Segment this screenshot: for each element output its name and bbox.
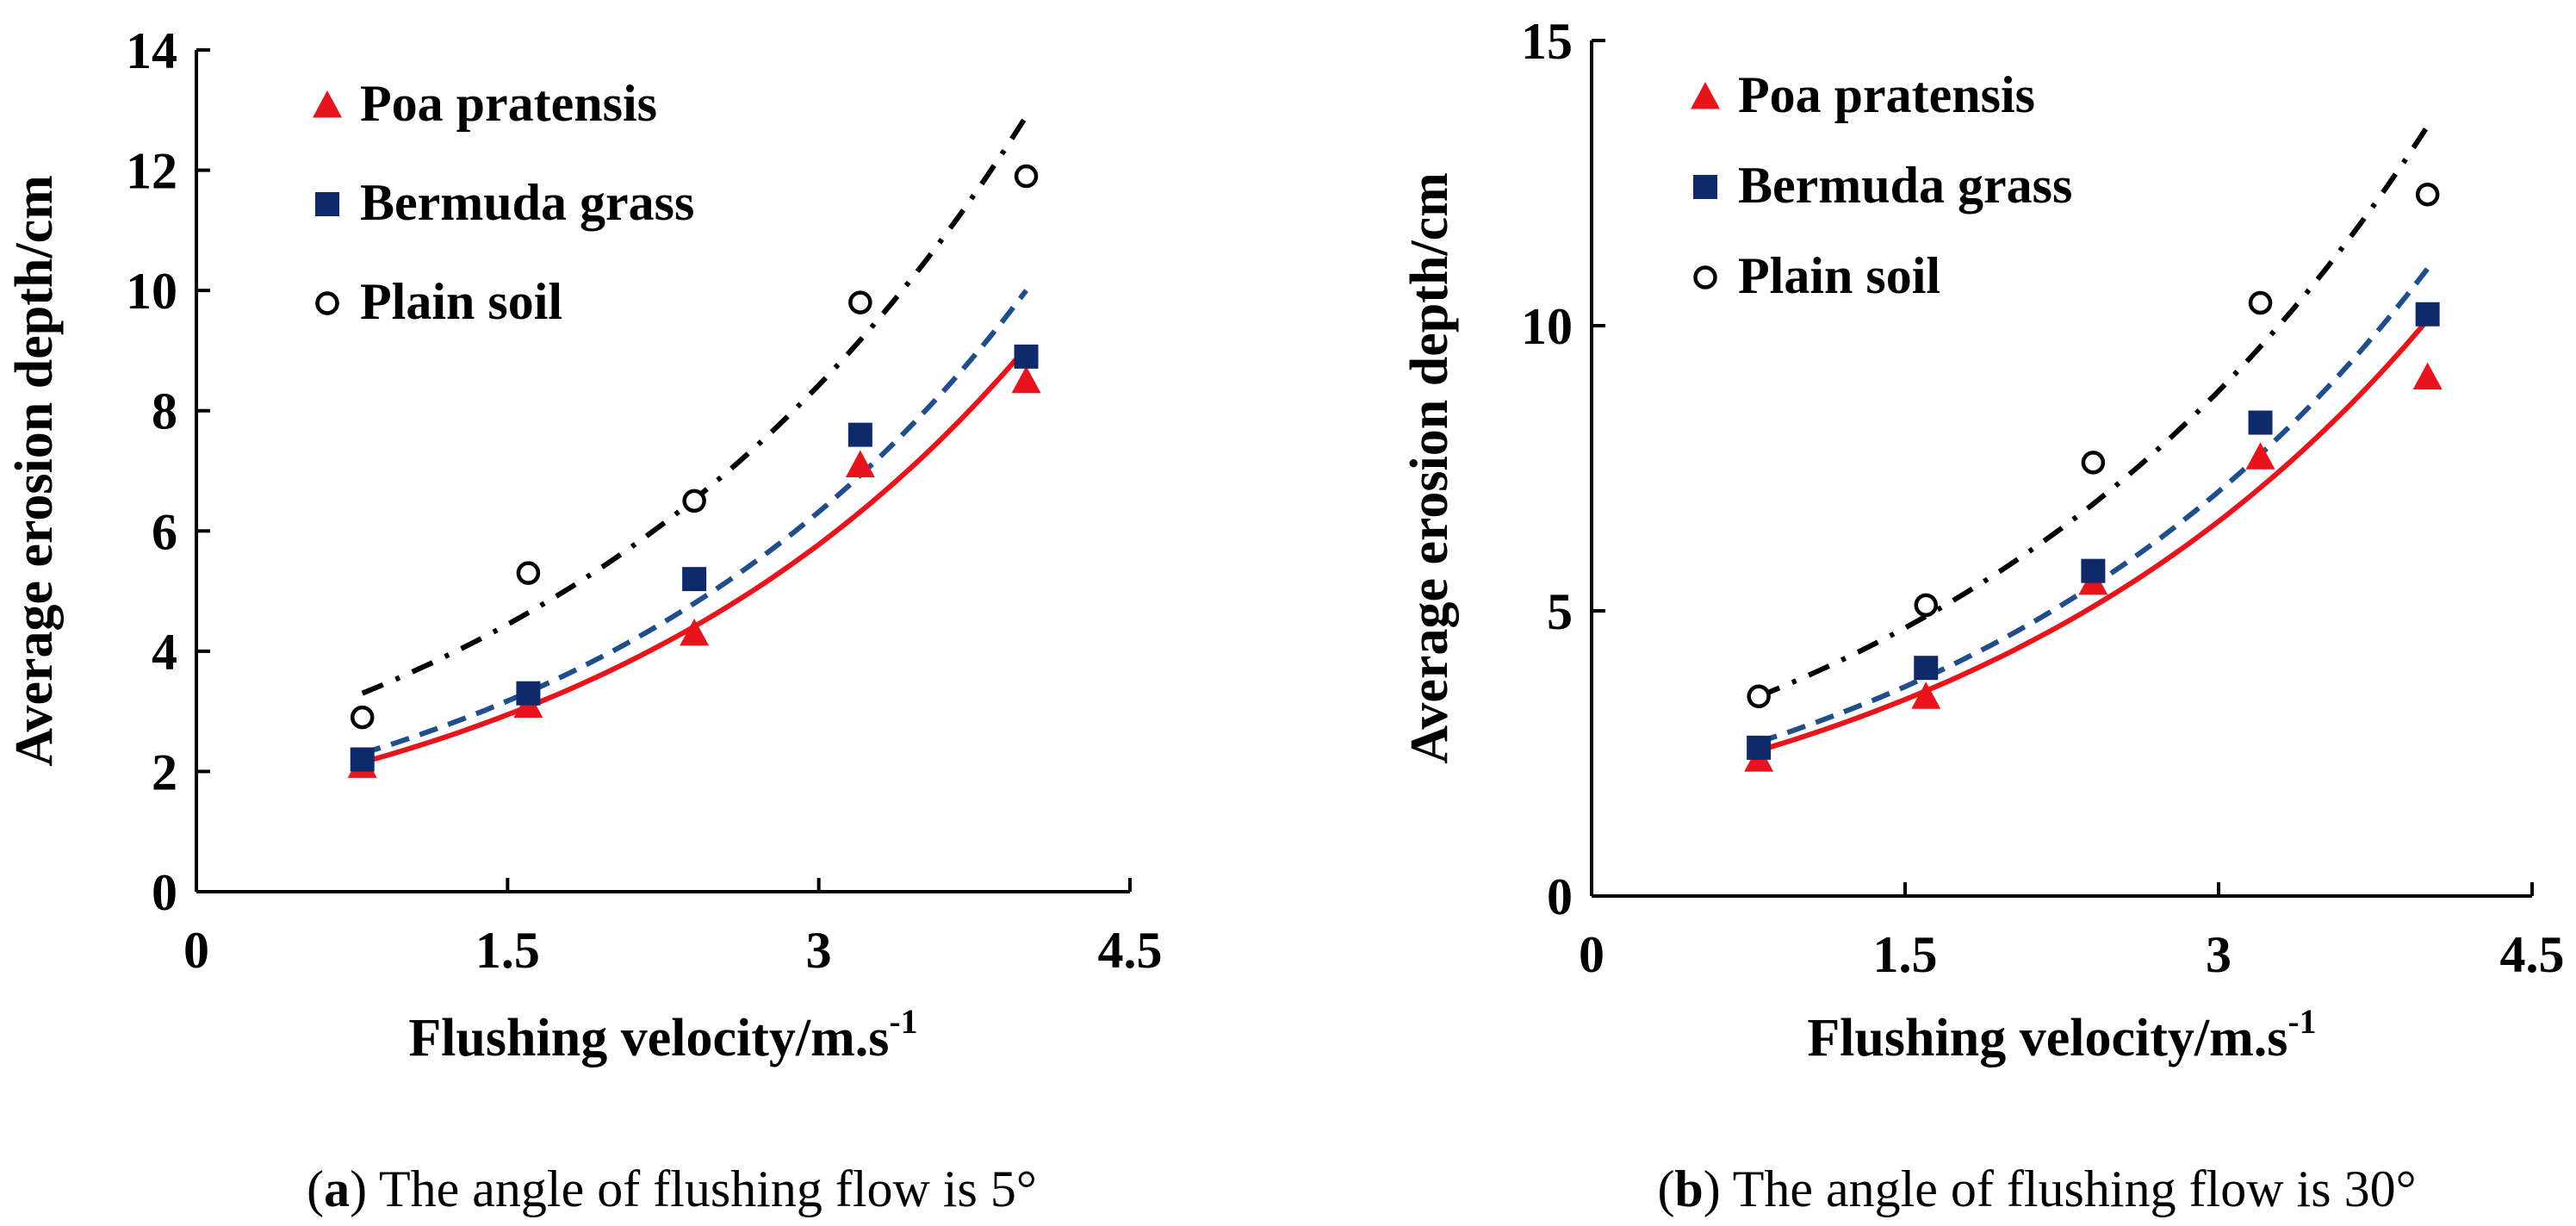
legend-label-poa-pratensis-b: Poa pratensis — [1738, 66, 2035, 123]
y-tick-label-b-1: 5 — [1547, 583, 1573, 640]
trendline-bermuda-grass-a — [361, 289, 1028, 756]
point-poa-pratensis-a-2 — [680, 618, 710, 646]
point-bermuda-grass-a-4 — [1014, 344, 1039, 369]
legend-marker-plain-soil-a — [315, 291, 339, 315]
y-tick-label-a-1: 2 — [152, 744, 177, 800]
trendline-poa-pratensis-b — [1758, 318, 2430, 754]
legend-marker-plain-soil-b — [1693, 265, 1717, 289]
y-tick-label-a-4: 8 — [152, 383, 177, 440]
y-axis-title-b: Average erosion depth/cm — [1400, 172, 1459, 763]
point-plain-soil-a-0 — [350, 705, 375, 730]
point-poa-pratensis-b-3 — [2245, 442, 2275, 470]
legend-label-plain-soil-b: Plain soil — [1738, 247, 1940, 304]
x-tick-label-b-3: 4.5 — [2500, 926, 2565, 983]
point-bermuda-grass-b-0 — [1747, 735, 1772, 760]
x-tick-label-a-1: 1.5 — [475, 922, 540, 979]
legend-label-poa-pratensis-a: Poa pratensis — [360, 75, 657, 132]
point-poa-pratensis-a-3 — [845, 450, 875, 477]
legend-label-bermuda-grass-b: Bermuda grass — [1738, 157, 2072, 214]
y-axis-title-a: Average erosion depth/cm — [5, 175, 64, 766]
x-tick-label-b-1: 1.5 — [1873, 926, 1938, 983]
y-tick-label-b-2: 10 — [1521, 298, 1573, 355]
point-bermuda-grass-a-2 — [682, 567, 707, 592]
point-poa-pratensis-b-4 — [2412, 362, 2443, 390]
point-plain-soil-b-2 — [2081, 451, 2106, 475]
x-axis-title-text-b: Flushing velocity/m.s — [1807, 1009, 2287, 1067]
point-plain-soil-a-1 — [516, 561, 541, 585]
y-tick-label-b-0: 0 — [1547, 868, 1573, 925]
caption-b-letter: b — [1674, 1161, 1703, 1217]
point-bermuda-grass-a-0 — [350, 747, 375, 772]
point-plain-soil-a-4 — [1014, 164, 1039, 189]
x-tick-label-a-3: 4.5 — [1098, 922, 1163, 979]
x-axis-title-sup-a: -1 — [889, 1002, 917, 1041]
point-bermuda-grass-b-4 — [2415, 302, 2440, 327]
x-tick-label-a-0: 0 — [183, 922, 209, 979]
point-bermuda-grass-a-1 — [516, 681, 541, 706]
point-plain-soil-a-3 — [848, 290, 872, 314]
x-axis-title-b: Flushing velocity/m.s-1 — [1807, 1002, 2316, 1067]
x-tick-label-b-0: 0 — [1579, 926, 1605, 983]
y-tick-label-a-7: 14 — [126, 22, 177, 79]
y-tick-label-b-3: 15 — [1521, 13, 1573, 70]
x-axis-title-text-a: Flushing velocity/m.s — [408, 1009, 889, 1067]
y-tick-label-a-5: 10 — [126, 263, 177, 320]
trendline-plain-soil-b — [1757, 124, 2430, 700]
y-tick-label-a-0: 0 — [152, 864, 177, 921]
point-poa-pratensis-b-1 — [1911, 681, 1941, 709]
y-tick-label-a-3: 6 — [152, 503, 177, 560]
point-bermuda-grass-b-2 — [2081, 558, 2106, 583]
panel-b: 0 1.5 3 4.5 0 5 10 15 Flushing velocity/m.s-1 Ave… — [1400, 13, 2565, 1217]
panel-a: 0 1.5 3 4.5 0 2 4 6 8 10 12 14 Flushing velocity/m.s… — [5, 22, 1163, 1217]
legend-marker-bermuda-grass-b — [1693, 175, 1717, 199]
caption-a: (a) The angle of flushing flow is 5° — [307, 1161, 1037, 1217]
point-plain-soil-b-3 — [2248, 290, 2273, 315]
caption-b-text: The angle of flushing flow is 30° — [1733, 1161, 2417, 1217]
point-bermuda-grass-a-3 — [847, 422, 872, 447]
y-tick-label-a-2: 4 — [152, 624, 177, 681]
legend-label-plain-soil-a: Plain soil — [360, 273, 562, 330]
y-tick-label-a-6: 12 — [126, 143, 177, 200]
x-axis-title-sup-b: -1 — [2287, 1002, 2316, 1041]
point-bermuda-grass-b-3 — [2248, 410, 2273, 435]
legend-label-bermuda-grass-a: Bermuda grass — [360, 174, 694, 231]
legend-marker-poa-pratensis-a — [313, 90, 342, 118]
point-plain-soil-b-0 — [1747, 684, 1771, 709]
legend-marker-bermuda-grass-a — [315, 192, 339, 216]
legend-marker-poa-pratensis-b — [1691, 82, 1720, 109]
x-tick-label-a-2: 3 — [806, 922, 832, 979]
point-poa-pratensis-a-4 — [1011, 365, 1041, 394]
point-plain-soil-b-4 — [2415, 182, 2440, 207]
x-axis-title-a: Flushing velocity/m.s-1 — [408, 1002, 917, 1067]
caption-b: (b) The angle of flushing flow is 30° — [1657, 1161, 2416, 1217]
caption-a-text: The angle of flushing flow is 5° — [379, 1161, 1037, 1217]
x-tick-label-b-2: 3 — [2206, 926, 2231, 983]
caption-a-letter: a — [324, 1161, 350, 1217]
point-bermuda-grass-b-1 — [1914, 656, 1939, 681]
point-plain-soil-b-1 — [1914, 593, 1939, 618]
point-plain-soil-a-2 — [682, 489, 706, 513]
